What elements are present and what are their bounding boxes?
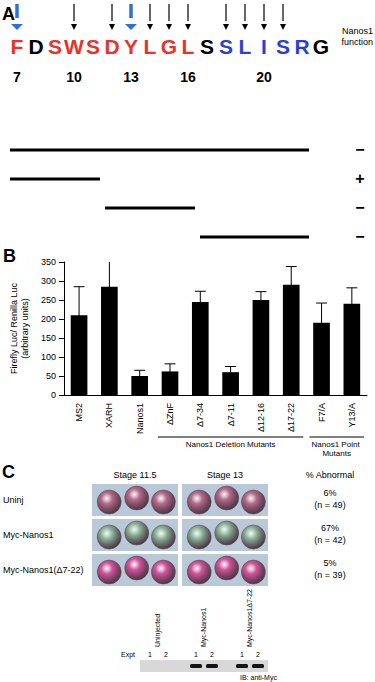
svg-text:1: 1 <box>148 651 152 658</box>
svg-text:Myc-Nanos1Δ7-22: Myc-Nanos1Δ7-22 <box>246 589 254 647</box>
svg-text:Nanos1: Nanos1 <box>342 26 373 36</box>
svg-text:Mutants: Mutants <box>322 449 350 458</box>
svg-text:−: − <box>355 228 364 245</box>
svg-text:−: − <box>355 141 364 158</box>
svg-text:G: G <box>161 35 177 58</box>
svg-text:1: 1 <box>194 651 198 658</box>
svg-text:S: S <box>200 35 214 58</box>
svg-text:G: G <box>313 35 329 58</box>
svg-text:S: S <box>276 35 290 58</box>
svg-text:150: 150 <box>41 333 56 343</box>
svg-text:Δ7-11: Δ7-11 <box>226 403 236 426</box>
svg-text:F: F <box>11 35 24 58</box>
svg-text:2: 2 <box>210 651 214 658</box>
svg-text:C: C <box>2 462 15 482</box>
svg-text:A: A <box>2 4 15 24</box>
svg-text:W: W <box>64 35 84 58</box>
svg-text:R: R <box>294 35 309 58</box>
svg-text:(n = 49): (n = 49) <box>314 500 345 510</box>
svg-text:Nanos1 Point: Nanos1 Point <box>312 440 362 449</box>
svg-text:(arbitrary units): (arbitrary units) <box>20 298 30 359</box>
svg-text:2: 2 <box>164 651 168 658</box>
svg-text:S: S <box>86 35 100 58</box>
svg-text:−: − <box>355 199 364 216</box>
svg-text:IB: anti-Myc: IB: anti-Myc <box>240 674 277 682</box>
svg-text:5%: 5% <box>323 558 336 568</box>
svg-text:16: 16 <box>180 69 196 85</box>
svg-text:300: 300 <box>41 276 56 286</box>
svg-text:50: 50 <box>46 371 56 381</box>
svg-text:Δ7-34: Δ7-34 <box>195 403 205 427</box>
svg-text:D: D <box>104 35 119 58</box>
svg-text:Uninj: Uninj <box>3 495 24 505</box>
svg-text:7: 7 <box>13 69 21 85</box>
svg-text:+: + <box>355 170 364 187</box>
svg-text:Y13/A: Y13/A <box>347 403 357 428</box>
svg-text:100: 100 <box>41 352 56 362</box>
svg-text:Δ12-16: Δ12-16 <box>256 403 266 432</box>
svg-text:% Abnormal: % Abnormal <box>306 470 355 480</box>
svg-text:L: L <box>144 35 157 58</box>
svg-text:Nanos1: Nanos1 <box>135 403 145 434</box>
svg-text:200: 200 <box>41 314 56 324</box>
svg-text:20: 20 <box>256 69 272 85</box>
svg-text:Myc-Nanos1: Myc-Nanos1 <box>3 530 54 540</box>
html-text:B: B <box>3 246 16 266</box>
svg-text:1: 1 <box>240 651 244 658</box>
svg-text:MS2: MS2 <box>74 403 84 422</box>
svg-text:L: L <box>182 35 195 58</box>
svg-text:Firefly Luc/ Renilla Luc: Firefly Luc/ Renilla Luc <box>9 282 19 374</box>
svg-text:2: 2 <box>256 651 260 658</box>
svg-text:function: function <box>341 37 373 47</box>
svg-text:XARH: XARH <box>104 403 114 428</box>
svg-text:Δ17-22: Δ17-22 <box>286 403 296 432</box>
svg-text:S: S <box>48 35 62 58</box>
svg-text:(n = 39): (n = 39) <box>314 570 345 580</box>
svg-text:F7/A: F7/A <box>317 403 327 422</box>
svg-text:6%: 6% <box>323 488 336 498</box>
svg-text:D: D <box>28 35 43 58</box>
svg-text:250: 250 <box>41 295 56 305</box>
svg-text:(n = 42): (n = 42) <box>314 535 345 545</box>
svg-text:Expt: Expt <box>121 651 135 659</box>
svg-text:Myc-Nanos1(Δ7-22): Myc-Nanos1(Δ7-22) <box>3 565 84 575</box>
svg-text:10: 10 <box>66 69 82 85</box>
svg-text:ΔZnF: ΔZnF <box>165 403 175 426</box>
svg-text:I: I <box>261 35 267 58</box>
svg-text:Nanos1 Deletion Mutants: Nanos1 Deletion Mutants <box>186 440 276 449</box>
svg-text:S: S <box>219 35 233 58</box>
svg-text:0: 0 <box>51 390 56 400</box>
svg-text:L: L <box>239 35 252 58</box>
svg-text:13: 13 <box>123 69 139 85</box>
svg-text:Stage 11.5: Stage 11.5 <box>114 470 157 480</box>
svg-text:Stage 13: Stage 13 <box>207 470 243 480</box>
svg-text:Y: Y <box>124 35 138 58</box>
svg-text:350: 350 <box>41 257 56 267</box>
svg-text:Myc-Nanos1: Myc-Nanos1 <box>200 608 208 647</box>
svg-text:Uninjected: Uninjected <box>154 614 162 647</box>
svg-text:67%: 67% <box>321 523 339 533</box>
